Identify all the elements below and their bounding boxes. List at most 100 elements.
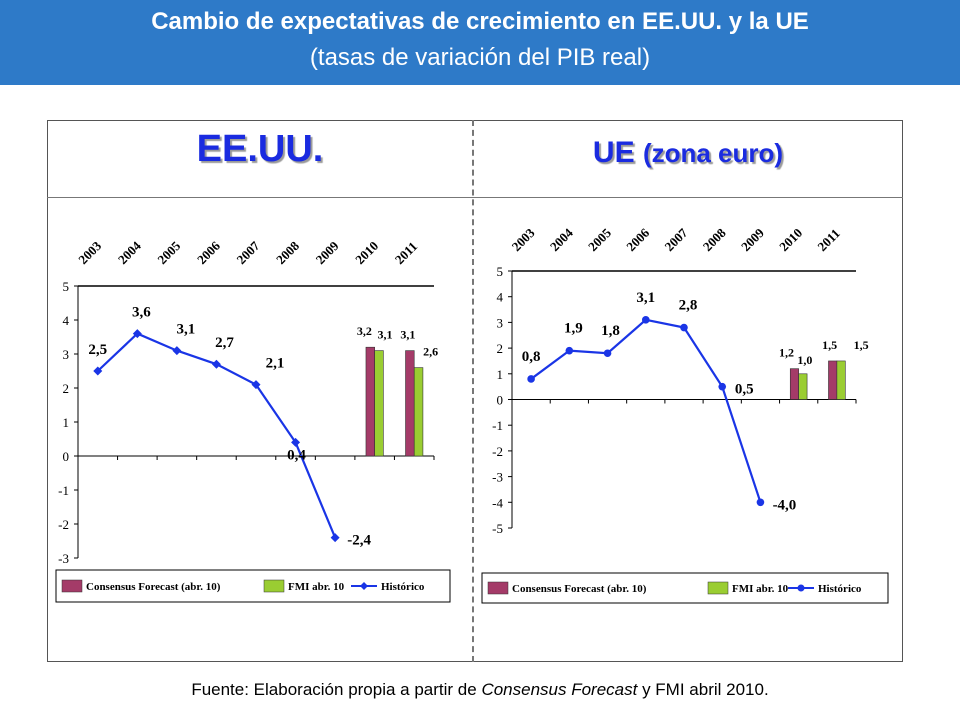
source-suffix: y FMI abril 2010.	[637, 680, 769, 699]
eu-y-tick-label: 4	[497, 290, 504, 305]
usa-data-label-2009: -2,4	[347, 533, 371, 549]
usa-bar-label-2010-1: 3,1	[378, 328, 393, 342]
usa-legend-label-consensus: Consensus Forecast (abr. 10)	[86, 581, 221, 593]
eu-y-tick-label: -3	[492, 470, 503, 485]
usa-y-tick-label: 2	[63, 381, 70, 396]
eu-panel-title: UE (zona euro)	[474, 136, 902, 170]
table-row-divider	[47, 197, 903, 198]
eu-y-tick-label: 1	[497, 367, 504, 382]
eu-title-main: UE	[592, 136, 635, 169]
eu-data-label-2008: 0,5	[735, 382, 754, 398]
eu-legend	[481, 572, 889, 604]
eu-legend-swatch-historico-marker	[797, 584, 805, 592]
usa-data-label-2007: 2,1	[266, 356, 285, 372]
eu-bar-label-2011-1: 1,5	[854, 338, 869, 352]
eu-bar-label-2011-0: 1,5	[822, 338, 837, 352]
usa-growth-chart: 5 4 3 2 1 0 -1 -2 -3 2003 2004 2005 2006 2007 2008 2009…	[55, 238, 451, 603]
eu-point-2007	[680, 323, 688, 332]
source-prefix: Fuente: Elaboración propia a partir de	[191, 680, 482, 699]
usa-point-2004	[132, 329, 142, 339]
usa-y-tick-label: -3	[58, 551, 69, 566]
eu-data-label-2007: 2,8	[679, 298, 698, 314]
usa-y-tick-label: 4	[63, 313, 70, 328]
usa-y-tick-label: -2	[58, 517, 69, 532]
eu-data-label-2009: -4,0	[773, 497, 797, 513]
eu-x-tick-label-2003: 2003	[509, 225, 538, 254]
eu-point-2009	[756, 498, 765, 507]
eu-x-tick-label-2007: 2007	[662, 225, 691, 254]
usa-y-tick-label: 1	[63, 415, 70, 430]
table-column-divider	[472, 120, 474, 662]
eu-x-tick-label-2011: 2011	[814, 226, 842, 254]
usa-x-tick-label-2009: 2009	[313, 238, 342, 267]
usa-point-2009	[330, 533, 340, 543]
usa-x-tick-label-2008: 2008	[273, 238, 302, 267]
usa-data-label-2008: 0,4	[287, 447, 306, 463]
page-title: Cambio de expectativas de crecimiento en…	[151, 8, 809, 35]
eu-y-tick-label: -2	[492, 444, 503, 459]
eu-bar-2011-0	[828, 360, 838, 400]
usa-bar-2010-0	[365, 346, 375, 457]
usa-point-2003	[93, 366, 103, 376]
eu-legend-label-fmi: FMI abr. 10	[732, 583, 789, 595]
usa-x-tick-label-2010: 2010	[352, 238, 381, 267]
usa-x-tick-label-2004: 2004	[115, 238, 144, 267]
eu-data-label-2003: 0,8	[522, 349, 541, 365]
usa-data-label-2005: 3,1	[177, 322, 196, 338]
source-note: Fuente: Elaboración propia a partir de C…	[0, 680, 960, 700]
eu-y-tick-label: 3	[497, 315, 504, 330]
eu-y-tick-label: 0	[497, 393, 504, 408]
eu-bar-2010-1	[798, 373, 808, 400]
eu-legend-swatch-consensus	[487, 581, 509, 595]
usa-y-tick-label: -1	[58, 483, 69, 498]
eu-data-label-2006: 3,1	[636, 290, 655, 306]
usa-legend-label-fmi: FMI abr. 10	[288, 581, 345, 593]
eu-x-tick-label-2009: 2009	[738, 225, 767, 254]
eu-point-2003	[527, 375, 535, 383]
usa-data-label-2006: 2,7	[215, 335, 234, 351]
usa-x-tick-label-2003: 2003	[75, 238, 104, 267]
eu-title-sub: (zona euro)	[642, 138, 784, 168]
usa-legend-swatch-fmi	[263, 579, 285, 593]
header-banner: Cambio de expectativas de crecimiento en…	[0, 0, 960, 85]
eu-y-tick-label: -5	[492, 521, 503, 536]
eu-y-tick-label: 5	[497, 264, 504, 279]
eu-legend-swatch-fmi	[707, 581, 729, 595]
usa-point-2008	[291, 437, 301, 447]
usa-panel-title: EE.UU.	[196, 128, 324, 170]
eu-x-tick-label-2005: 2005	[585, 225, 614, 254]
usa-bar-2011-0	[405, 350, 415, 457]
usa-bar-label-2010-0: 3,2	[357, 324, 372, 338]
usa-x-tick-label-2007: 2007	[234, 238, 263, 267]
usa-x-tick-label-2011: 2011	[392, 239, 420, 267]
usa-legend-swatch-consensus	[61, 579, 83, 593]
eu-historico-line	[530, 318, 762, 503]
eu-x-tick-label-2006: 2006	[623, 225, 652, 254]
usa-y-tick-label: 5	[63, 279, 70, 294]
eu-bar-2010-0	[789, 368, 799, 400]
eu-data-label-2005: 1,8	[601, 323, 620, 339]
usa-point-2006	[211, 359, 221, 369]
eu-legend-label-consensus: Consensus Forecast (abr. 10)	[512, 583, 647, 595]
eu-bar-label-2010-1: 1,0	[797, 353, 812, 367]
usa-bar-2010-1	[374, 350, 384, 457]
usa-point-2007	[251, 380, 261, 390]
usa-bar-2011-1	[413, 367, 424, 457]
usa-legend	[55, 569, 451, 603]
usa-data-label-2004: 3,6	[132, 305, 151, 321]
usa-y-tick-label: 3	[63, 347, 70, 362]
usa-bar-label-2011-0: 3,1	[400, 328, 415, 342]
comparison-table	[47, 120, 903, 662]
usa-y-tick-label: 0	[63, 449, 70, 464]
eu-y-tick-label: -4	[492, 495, 503, 510]
eu-bar-2011-1	[836, 360, 846, 400]
eu-point-2008	[718, 382, 727, 391]
eu-legend-label-historico: Histórico	[818, 583, 862, 595]
eu-y-tick-label: 2	[497, 341, 504, 356]
eu-x-tick-label-2008: 2008	[700, 225, 729, 254]
usa-legend-label-historico: Histórico	[381, 581, 425, 593]
eu-bar-label-2010-0: 1,2	[779, 346, 794, 360]
eu-point-2004	[565, 346, 574, 355]
usa-legend-swatch-historico-marker	[360, 582, 368, 590]
usa-x-tick-label-2005: 2005	[154, 238, 183, 267]
